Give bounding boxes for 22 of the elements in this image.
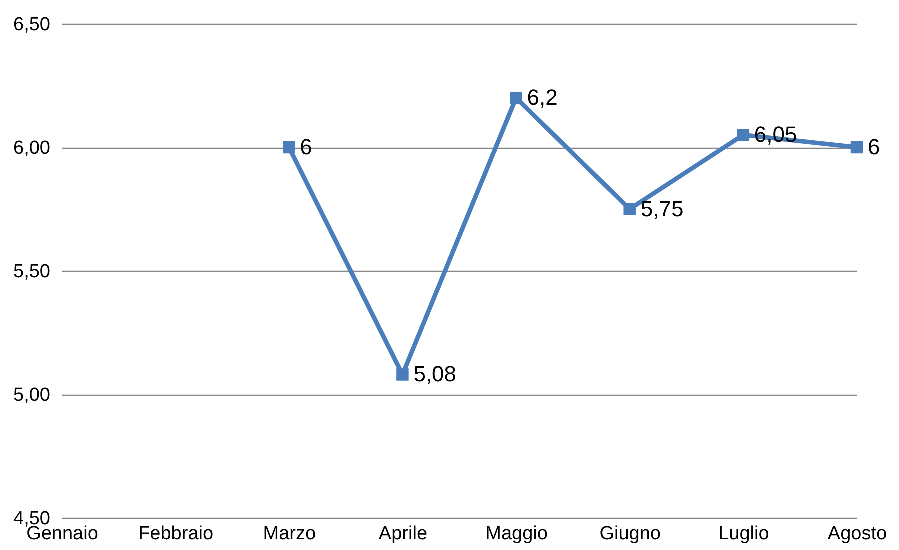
point bbox=[283, 141, 296, 154]
point bbox=[850, 141, 864, 154]
x-tick-label: Luglio bbox=[718, 524, 770, 544]
data-label: 6 bbox=[300, 134, 312, 160]
data-label: 5,08 bbox=[414, 362, 457, 387]
point bbox=[396, 368, 409, 381]
point bbox=[737, 129, 750, 142]
y-tick-label: 6,50 bbox=[14, 14, 50, 36]
y-tick-label: 5,50 bbox=[14, 262, 50, 282]
x-tick-label: Maggio bbox=[486, 524, 548, 544]
data-label: 6 bbox=[868, 134, 880, 160]
point bbox=[624, 203, 636, 216]
data-label: 5,75 bbox=[640, 196, 684, 222]
point bbox=[510, 92, 522, 104]
x-tick-label: Agosto bbox=[828, 524, 888, 544]
y-tick-label: 5,00 bbox=[14, 385, 50, 406]
x-tick-label: Aprile bbox=[378, 524, 428, 544]
x-tick-label: Marzo bbox=[263, 524, 316, 544]
data-label: 6,2 bbox=[527, 85, 558, 110]
x-tick-label: Giugno bbox=[600, 524, 661, 544]
y-tick-label: 6,00 bbox=[14, 138, 50, 159]
x-tick-label: Febbraio bbox=[138, 524, 214, 544]
